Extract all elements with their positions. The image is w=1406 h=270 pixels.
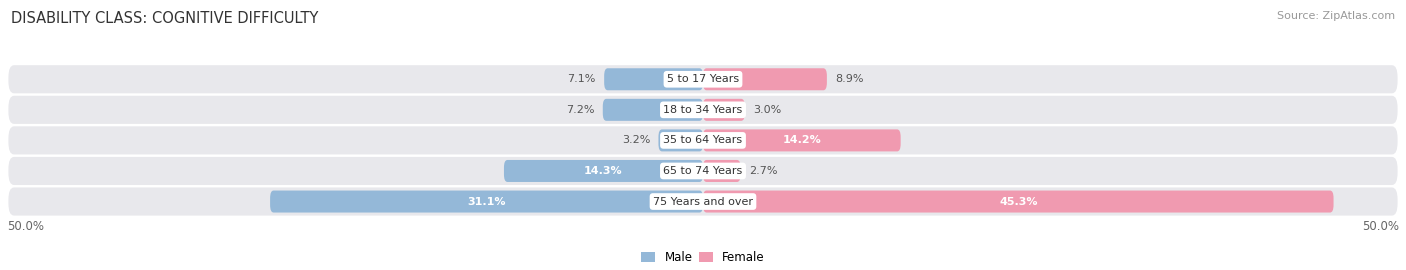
FancyBboxPatch shape bbox=[703, 99, 745, 121]
Text: 3.0%: 3.0% bbox=[754, 105, 782, 115]
FancyBboxPatch shape bbox=[8, 157, 1398, 185]
Text: 2.7%: 2.7% bbox=[749, 166, 778, 176]
FancyBboxPatch shape bbox=[270, 191, 703, 212]
Text: DISABILITY CLASS: COGNITIVE DIFFICULTY: DISABILITY CLASS: COGNITIVE DIFFICULTY bbox=[11, 11, 319, 26]
Text: 50.0%: 50.0% bbox=[7, 221, 44, 234]
FancyBboxPatch shape bbox=[8, 65, 1398, 93]
Text: 18 to 34 Years: 18 to 34 Years bbox=[664, 105, 742, 115]
FancyBboxPatch shape bbox=[703, 129, 901, 151]
Text: 45.3%: 45.3% bbox=[1000, 197, 1038, 207]
FancyBboxPatch shape bbox=[703, 191, 1333, 212]
Text: 3.2%: 3.2% bbox=[621, 135, 650, 146]
Text: 35 to 64 Years: 35 to 64 Years bbox=[664, 135, 742, 146]
Text: 31.1%: 31.1% bbox=[467, 197, 506, 207]
FancyBboxPatch shape bbox=[703, 160, 741, 182]
Text: 8.9%: 8.9% bbox=[835, 74, 863, 84]
FancyBboxPatch shape bbox=[658, 129, 703, 151]
FancyBboxPatch shape bbox=[8, 96, 1398, 124]
Text: 75 Years and over: 75 Years and over bbox=[652, 197, 754, 207]
FancyBboxPatch shape bbox=[605, 68, 703, 90]
FancyBboxPatch shape bbox=[8, 187, 1398, 215]
Text: Source: ZipAtlas.com: Source: ZipAtlas.com bbox=[1277, 11, 1395, 21]
FancyBboxPatch shape bbox=[703, 68, 827, 90]
Text: 50.0%: 50.0% bbox=[1362, 221, 1399, 234]
Text: 14.2%: 14.2% bbox=[783, 135, 821, 146]
Text: 7.1%: 7.1% bbox=[568, 74, 596, 84]
FancyBboxPatch shape bbox=[8, 126, 1398, 154]
Legend: Male, Female: Male, Female bbox=[641, 251, 765, 264]
Text: 65 to 74 Years: 65 to 74 Years bbox=[664, 166, 742, 176]
FancyBboxPatch shape bbox=[503, 160, 703, 182]
Text: 7.2%: 7.2% bbox=[567, 105, 595, 115]
FancyBboxPatch shape bbox=[603, 99, 703, 121]
Text: 5 to 17 Years: 5 to 17 Years bbox=[666, 74, 740, 84]
Text: 14.3%: 14.3% bbox=[583, 166, 623, 176]
